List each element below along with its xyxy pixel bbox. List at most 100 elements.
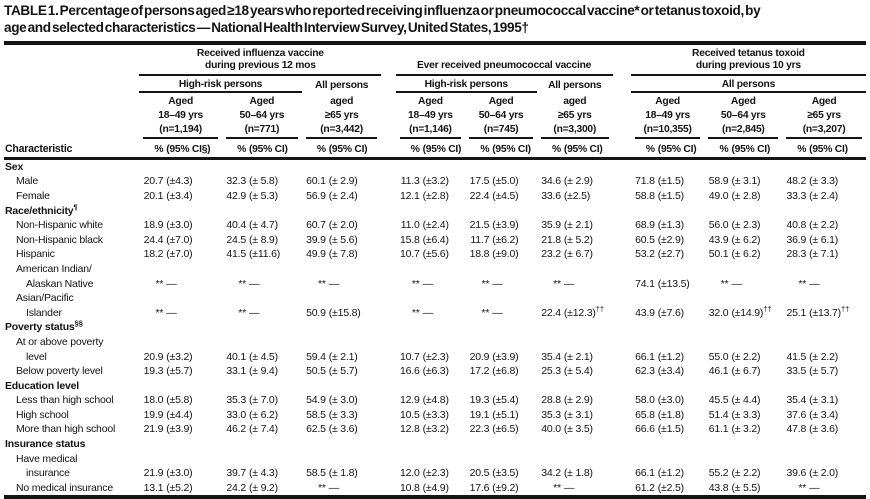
value-cell: 15.8 (±6.4) <box>399 233 449 246</box>
value-cell: 33.1 (± 9.4) <box>226 365 278 378</box>
column-gap <box>613 335 631 364</box>
value-cell: 19.3 (±5.7) <box>143 365 193 378</box>
value-cell: ** — <box>317 481 340 494</box>
value-cell: ** — <box>553 277 575 290</box>
table-body: Sex Male 20.7 (±4.3) 32.3 (± 5.8) 60.1 (± 2.9) 1… <box>4 158 866 497</box>
table-title-line-2: age and selected characteristics — Natio… <box>4 19 529 35</box>
row-label: High school <box>16 408 69 421</box>
value-cell: ** — <box>155 306 177 319</box>
value-cell: 37.6 (± 3.4) <box>786 408 839 421</box>
column-gap <box>381 481 395 498</box>
value-cell: 12.0 (±2.3) <box>399 467 449 480</box>
pct-ci-header: % (95% CI) <box>395 139 466 160</box>
section-row: Insurance status <box>4 437 866 452</box>
value-cell: ** — <box>798 277 820 290</box>
value-cell: 61.1 (± 3.2) <box>708 423 761 436</box>
value-cell: 17.2 (±6.8) <box>469 365 519 378</box>
group-header-influenza: Received influenza vaccine during previo… <box>139 45 382 76</box>
value-cell: ** — <box>798 481 820 494</box>
column-gap <box>381 452 395 481</box>
value-cell: 11.7 (±6.2) <box>470 233 519 246</box>
section-row: Sex <box>4 158 866 174</box>
value-cell: 56.0 (± 2.3) <box>708 219 761 232</box>
value-cell: 59.4 (± 2.1) <box>306 350 358 363</box>
col-header-pneumo-65plus: aged ≥65 yrs (n=3,300) <box>537 92 613 140</box>
value-cell: 58.5 (± 3.3) <box>306 408 358 421</box>
column-gap <box>613 262 631 291</box>
column-gap <box>613 408 631 423</box>
value-cell: 28.8 (± 2.9) <box>541 394 593 407</box>
pct-ci-header: % (95% CI) <box>704 139 783 160</box>
value-cell: 50.1 (± 6.2) <box>708 248 761 261</box>
column-gap <box>613 481 631 498</box>
value-cell: 36.9 (± 6.1) <box>786 233 839 246</box>
column-gap <box>381 335 395 364</box>
column-gap <box>381 233 395 248</box>
column-gap <box>381 174 395 189</box>
value-cell: 62.5 (± 3.6) <box>306 423 358 436</box>
section-row: Education level <box>4 379 866 394</box>
value-cell: 25.1 (±13.7)†† <box>786 304 850 319</box>
value-cell: 47.8 (± 3.6) <box>786 423 839 436</box>
column-gap <box>613 291 631 320</box>
value-cell: 41.5 (± 2.2) <box>786 350 839 363</box>
row-label: Male <box>16 175 38 188</box>
value-cell: 62.3 (±3.4) <box>635 365 684 378</box>
table-row: Less than high school 18.0 (±5.8) 35.3 (± 7.… <box>4 393 866 408</box>
row-label: Asian/Pacific Islander <box>16 292 74 319</box>
value-cell: 25.3 (± 5.4) <box>541 365 593 378</box>
section-row: Race/ethnicity¶ <box>4 203 866 219</box>
col-header-flu-50-64: Aged 50–64 yrs (n=771) <box>222 92 302 140</box>
value-cell: 50.9 (±15.8) <box>306 306 361 319</box>
value-cell: 58.9 (± 3.1) <box>708 175 761 188</box>
value-cell: 20.9 (±3.2) <box>143 350 193 363</box>
value-cell: 68.9 (±1.3) <box>635 219 684 232</box>
value-cell: 10.8 (±4.9) <box>399 481 449 494</box>
vaccination-coverage-table: Received influenza vaccine during previo… <box>4 45 866 499</box>
value-cell: 60.7 (± 2.0) <box>306 219 358 232</box>
value-cell: 35.9 (± 2.1) <box>541 219 593 232</box>
value-cell: 11.3 (±3.2) <box>400 175 449 188</box>
value-cell: 55.0 (± 2.2) <box>708 350 761 363</box>
pct-ci-header: % (95% CI) <box>465 139 537 160</box>
value-cell: 21.5 (±3.9) <box>469 219 519 232</box>
value-cell: 20.5 (±3.5) <box>469 467 519 480</box>
pct-ci-header: % (95% CI) <box>630 139 705 160</box>
table-row: No medical insurance 13.1 (±5.2) 24.2 (± 9.2… <box>4 481 866 498</box>
value-cell: 16.6 (±6.3) <box>399 365 449 378</box>
value-cell: 20.7 (±4.3) <box>143 175 193 188</box>
pct-ci-header: % (95% CI) <box>222 139 302 160</box>
column-gap <box>613 218 631 233</box>
column-gap <box>381 364 395 379</box>
table-title-line-1: TABLE 1. Percentage of persons aged ≥18 … <box>4 3 761 18</box>
section-label: Education level <box>5 379 80 392</box>
column-gap <box>613 452 631 481</box>
value-cell: 10.5 (±3.3) <box>399 408 449 421</box>
value-cell: 43.9 (± 6.2) <box>708 233 761 246</box>
col-header-flu-18-49: Aged 18–49 yrs (n=1,194) <box>139 92 222 140</box>
col-header-pneumo-18-49: Aged 18–49 yrs (n=1,146) <box>396 92 466 140</box>
value-cell: 22.4 (±12.3)†† <box>541 304 605 319</box>
value-cell: 21.8 (± 5.2) <box>541 233 593 246</box>
column-gap <box>613 189 631 204</box>
group-header-tetanus: Received tetanus toxoid during previous … <box>630 45 866 76</box>
col-header-tetanus-18-49: Aged 18–49 yrs (n=10,355) <box>631 92 705 140</box>
value-cell: 40.8 (± 2.2) <box>786 219 839 232</box>
value-cell: 66.6 (±1.5) <box>635 423 684 436</box>
column-gap <box>381 262 395 291</box>
row-label: No medical insurance <box>16 481 113 494</box>
value-cell: 18.2 (±7.0) <box>143 248 193 261</box>
column-gap <box>613 364 631 379</box>
value-cell: ** — <box>481 277 503 290</box>
column-gap <box>613 233 631 248</box>
column-gap <box>381 189 395 204</box>
value-cell: 39.9 (± 5.6) <box>306 233 358 246</box>
value-cell: 58.0 (±3.0) <box>635 394 684 407</box>
value-cell: 20.9 (±3.9) <box>469 350 519 363</box>
section-label: Insurance status <box>5 438 86 451</box>
value-cell: 58.5 (± 1.8) <box>306 467 358 480</box>
value-cell: 24.5 (± 8.9) <box>226 233 278 246</box>
table-row: Non-Hispanic black 24.4 (±7.0) 24.5 (± 8.9) 3… <box>4 233 866 248</box>
table-row: Have medical insurance 21.9 (±3.0) 39.7 (± 4.… <box>4 452 866 481</box>
column-gap <box>381 247 395 262</box>
